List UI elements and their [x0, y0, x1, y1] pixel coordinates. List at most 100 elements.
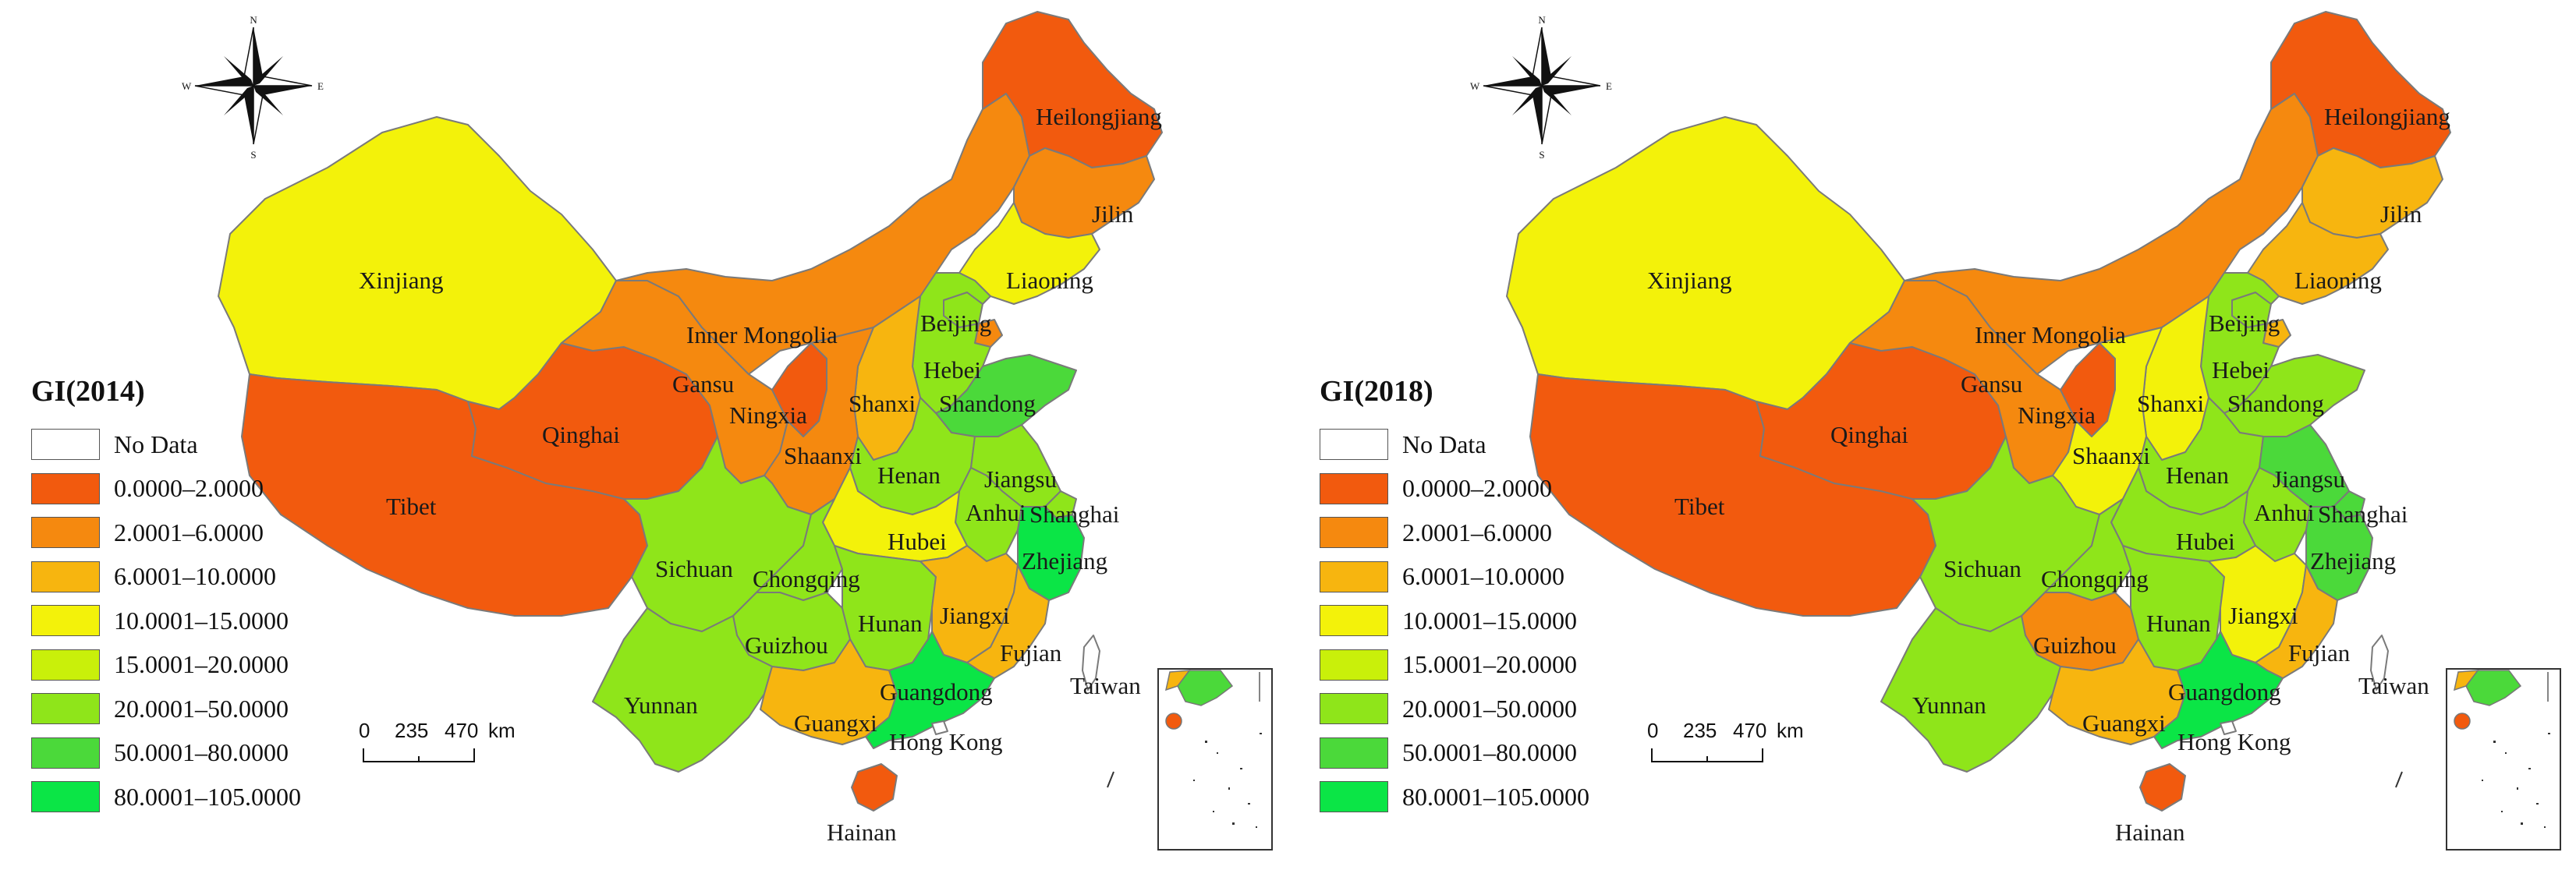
label-zhejiang: Zhejiang	[1022, 547, 1107, 575]
label-qinghai: Qinghai	[542, 421, 620, 448]
scale-tick-470: 470	[1733, 719, 1766, 742]
legend-swatch	[1320, 561, 1388, 592]
legend-item: 10.0001–15.0000	[1320, 599, 1589, 643]
label-yunnan: Yunnan	[624, 691, 698, 719]
label-guizhou: Guizhou	[745, 631, 828, 659]
label-inner-mongolia: Inner Mongolia	[686, 321, 838, 348]
south-china-sea-inset	[2446, 668, 2561, 851]
legend-item: No Data	[31, 423, 301, 467]
label-anhui: Anhui	[966, 499, 1026, 526]
label-henan: Henan	[877, 462, 941, 489]
label-guangxi: Guangxi	[794, 709, 877, 737]
label-hunan: Hunan	[2146, 610, 2211, 637]
legend-label: 50.0001–80.0000	[114, 738, 289, 767]
legend-swatch	[31, 737, 100, 769]
legend-swatch	[1320, 605, 1388, 637]
legend-item: 50.0001–80.0000	[1320, 731, 1589, 776]
scale-unit: km	[1777, 719, 1804, 742]
legend-label: 2.0001–6.0000	[1402, 518, 1552, 546]
legend-title: GI(2014)	[31, 375, 145, 408]
compass-label-w: W	[1470, 80, 1480, 92]
legend-item: 80.0001–105.0000	[31, 775, 301, 819]
province-hainan	[851, 763, 898, 812]
south-china-sea-inset	[1157, 668, 1273, 851]
legend-label: 15.0001–20.0000	[1402, 650, 1577, 679]
province-liaoning	[958, 202, 1100, 305]
compass-rose-icon: N S E W	[1470, 14, 1612, 161]
legend-label: No Data	[114, 430, 198, 458]
map-panel-2014: N S E W	[31, 11, 1273, 851]
label-hebei: Hebei	[923, 356, 981, 384]
label-hainan: Hainan	[2115, 819, 2185, 846]
legend-item: No Data	[1320, 423, 1589, 467]
label-anhui: Anhui	[2254, 499, 2315, 526]
label-chongqing: Chongqing	[753, 565, 860, 592]
label-shanghai: Shanghai	[1029, 500, 1120, 528]
label-guangxi: Guangxi	[2082, 709, 2166, 737]
label-liaoning: Liaoning	[2294, 267, 2382, 294]
province-taiwan	[2370, 635, 2389, 691]
label-shanxi: Shanxi	[2137, 390, 2205, 417]
label-hong-kong: Hong Kong	[2177, 728, 2291, 755]
label-yunnan: Yunnan	[1912, 691, 1986, 719]
scale-bar: 0 235 470 km	[359, 719, 516, 762]
legend-item: 20.0001–50.0000	[31, 687, 301, 731]
legend-label: 80.0001–105.0000	[1402, 782, 1589, 811]
legend-item: 20.0001–50.0000	[1320, 687, 1589, 731]
compass-rose-icon: N S E W	[182, 14, 324, 161]
province-hainan	[2139, 763, 2186, 812]
province-guangdong	[2153, 631, 2284, 749]
label-jiangxi: Jiangxi	[2228, 602, 2298, 629]
province-yunnan	[1880, 607, 2061, 773]
label-gansu: Gansu	[1961, 370, 2022, 398]
label-shaanxi: Shaanxi	[784, 442, 862, 469]
label-jiangsu: Jiangsu	[984, 465, 1057, 493]
label-sichuan: Sichuan	[655, 555, 733, 582]
label-liaoning: Liaoning	[1006, 267, 1093, 294]
label-taiwan: Taiwan	[1070, 672, 1141, 699]
legend-swatch	[31, 693, 100, 725]
label-shandong: Shandong	[2227, 390, 2324, 417]
compass-label-e: E	[317, 80, 324, 92]
label-guangdong: Guangdong	[2168, 678, 2281, 706]
label-taiwan: Taiwan	[2358, 672, 2429, 699]
label-beijing: Beijing	[920, 309, 991, 337]
legend-label: No Data	[1402, 430, 1486, 458]
label-tibet: Tibet	[1674, 493, 1725, 520]
label-henan: Henan	[2166, 462, 2229, 489]
label-fujian: Fujian	[1000, 639, 1062, 667]
scale-tick-235: 235	[1683, 719, 1717, 742]
scale-tick-470: 470	[445, 719, 478, 742]
legend-label: 0.0000–2.0000	[1402, 474, 1552, 503]
legend-item: 15.0001–20.0000	[31, 643, 301, 688]
scale-tick-0: 0	[359, 719, 370, 742]
legend-swatch	[31, 429, 100, 461]
label-shaanxi: Shaanxi	[2072, 442, 2150, 469]
compass-label-s: S	[250, 149, 256, 161]
legend-title: GI(2018)	[1320, 375, 1433, 408]
legend-swatch	[1320, 429, 1388, 461]
legend-label: 20.0001–50.0000	[114, 694, 289, 723]
legend-swatch	[1320, 781, 1388, 813]
label-zhejiang: Zhejiang	[2310, 547, 2396, 575]
scale-unit: km	[488, 719, 516, 742]
label-ningxia: Ningxia	[2018, 401, 2096, 429]
legend-swatch	[1320, 472, 1388, 504]
compass-label-n: N	[250, 14, 257, 26]
province-liaoning	[2247, 202, 2389, 305]
legend-label: 80.0001–105.0000	[114, 782, 301, 811]
label-hong-kong: Hong Kong	[889, 728, 1003, 755]
province-taiwan	[1082, 635, 1100, 691]
label-shandong: Shandong	[939, 390, 1036, 417]
legend-label: 10.0001–15.0000	[1402, 606, 1577, 635]
legend-item: 10.0001–15.0000	[31, 599, 301, 643]
label-fujian: Fujian	[2288, 639, 2351, 667]
legend-swatch	[31, 781, 100, 813]
legend-item: 50.0001–80.0000	[31, 731, 301, 776]
legend: GI(2014) No Data 0.0000–2.0000 2.0001–6.00…	[31, 374, 301, 819]
province-hong-kong	[931, 720, 948, 735]
label-jilin: Jilin	[1092, 200, 1134, 228]
label-gansu: Gansu	[672, 370, 734, 398]
map-panel-2018: N S E W	[1288, 0, 2576, 870]
label-hainan: Hainan	[827, 819, 897, 846]
